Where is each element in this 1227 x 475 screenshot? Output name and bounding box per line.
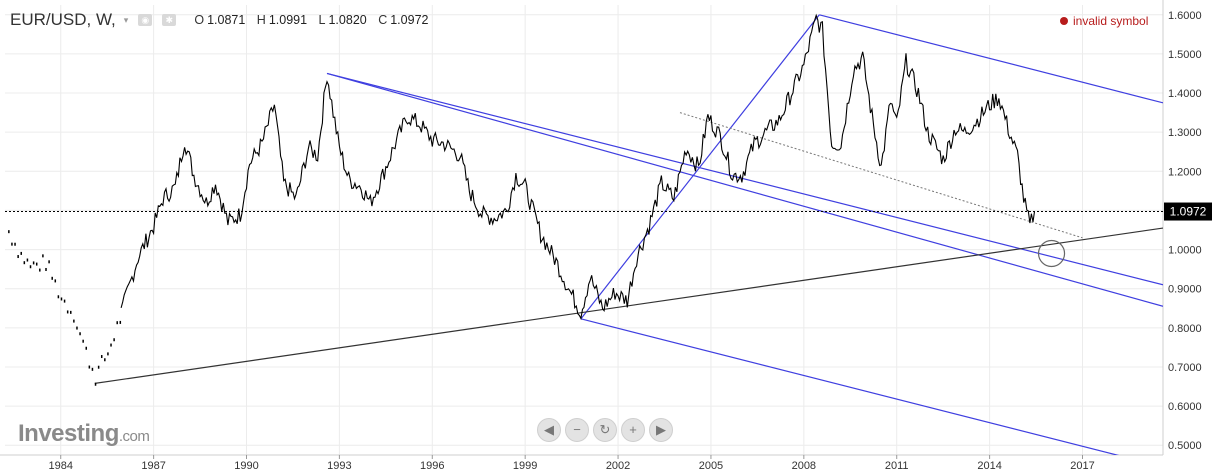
x-tick-label: 1984 xyxy=(48,460,72,472)
price-bar xyxy=(14,242,16,246)
price-series-line xyxy=(120,13,1036,321)
price-bar xyxy=(29,265,32,269)
zoom-out-icon[interactable]: − xyxy=(565,418,589,442)
price-bar xyxy=(54,279,57,283)
trendline-channel xyxy=(326,72,1163,286)
y-tick-label: 1.6000 xyxy=(1168,10,1202,22)
scroll-left-icon[interactable]: ◀ xyxy=(537,418,561,442)
x-tick-label: 1999 xyxy=(513,460,537,472)
price-bar xyxy=(20,251,22,255)
x-tick-label: 2002 xyxy=(606,460,630,472)
y-tick-label: 1.5000 xyxy=(1168,49,1202,61)
price-bar xyxy=(76,326,78,330)
ohlc-readout: O 1.0871 H 1.0991 L 1.0820 C 1.0972 xyxy=(194,13,436,27)
price-bar xyxy=(100,355,103,359)
price-bar xyxy=(60,297,63,301)
price-bar xyxy=(23,261,26,265)
y-tick-label: 1.4000 xyxy=(1168,88,1202,100)
x-tick-label: 2011 xyxy=(885,460,909,472)
price-bar xyxy=(104,358,106,362)
investing-logo: Investing.com xyxy=(18,420,150,448)
price-bar xyxy=(91,367,94,371)
y-tick-label: 0.6000 xyxy=(1168,401,1202,413)
price-bar xyxy=(26,258,29,262)
x-tick-label: 2014 xyxy=(977,460,1001,472)
price-bar xyxy=(66,310,69,314)
price-bar xyxy=(73,319,75,323)
x-tick-label: 1990 xyxy=(234,460,258,472)
x-tick-label: 2017 xyxy=(1070,460,1094,472)
price-bar xyxy=(57,295,60,299)
y-tick-label: 0.8000 xyxy=(1168,323,1202,335)
price-bar xyxy=(85,346,88,350)
price-bar xyxy=(113,338,115,342)
scroll-right-icon[interactable]: ▶ xyxy=(649,418,673,442)
open-value: 1.0871 xyxy=(207,13,246,27)
logo-main: Investing xyxy=(18,420,119,447)
trendline-channel xyxy=(819,14,1163,104)
y-tick-label: 0.7000 xyxy=(1168,362,1202,374)
chart-header: EUR/USD, W, ▾ ◉ ✱ O 1.0871 H 1.0991 L 1.082… xyxy=(10,10,436,30)
low-value: 1.0820 xyxy=(328,13,367,27)
price-bar xyxy=(70,310,72,314)
x-tick-label: 2005 xyxy=(699,460,723,472)
plot-area xyxy=(5,13,1163,455)
x-tick-label: 1993 xyxy=(327,460,351,472)
y-tick-label: 1.2000 xyxy=(1168,166,1202,178)
trendline-channel xyxy=(326,72,1163,307)
status-dot-icon xyxy=(1060,17,1068,25)
trendline-channel xyxy=(580,14,820,320)
x-tick-label: 1996 xyxy=(420,460,444,472)
price-bar xyxy=(8,230,10,234)
zoom-in-icon[interactable]: + xyxy=(621,418,645,442)
y-tick-label: 0.5000 xyxy=(1168,440,1202,452)
price-bar xyxy=(17,255,19,259)
price-bar xyxy=(42,254,44,258)
price-bar xyxy=(32,261,35,265)
reset-icon[interactable]: ↻ xyxy=(593,418,617,442)
y-tick-label: 0.9000 xyxy=(1168,284,1202,296)
price-bar xyxy=(94,382,97,386)
y-tick-label: 1.0000 xyxy=(1168,245,1202,257)
price-bar xyxy=(82,339,84,343)
close-key: C xyxy=(378,13,388,27)
price-bar xyxy=(107,352,109,356)
price-bar xyxy=(51,276,53,280)
logo-suffix: .com xyxy=(118,428,150,445)
price-bar xyxy=(11,242,13,246)
price-bar xyxy=(35,262,38,266)
y-tick-label: 1.3000 xyxy=(1168,127,1202,139)
price-bar xyxy=(116,321,118,325)
price-bar xyxy=(45,267,47,271)
trendline-support xyxy=(94,227,1163,384)
high-value: 1.0991 xyxy=(268,13,308,27)
current-price-label: 1.0972 xyxy=(1170,205,1207,219)
chevron-down-icon[interactable]: ▾ xyxy=(123,14,129,25)
gear-icon[interactable]: ✱ xyxy=(162,14,177,26)
symbol-label[interactable]: EUR/USD, W, xyxy=(10,10,116,29)
price-bar xyxy=(97,365,100,369)
low-key: L xyxy=(318,13,326,27)
current-price-tag xyxy=(1164,202,1212,221)
price-bar xyxy=(63,299,66,303)
x-tick-label: 1987 xyxy=(141,460,165,472)
price-bar xyxy=(119,320,122,324)
price-bar xyxy=(39,268,41,272)
trendline-channel xyxy=(580,318,1120,455)
open-key: O xyxy=(194,13,205,27)
price-bar xyxy=(110,343,112,347)
price-bar xyxy=(48,260,50,264)
highlight-circle xyxy=(1037,239,1066,268)
invalid-symbol-label: invalid symbol xyxy=(1073,14,1149,28)
close-value: 1.0972 xyxy=(390,13,429,27)
eye-icon[interactable]: ◉ xyxy=(138,14,153,26)
price-bar xyxy=(79,332,81,336)
chart-navigation: ◀ − ↻ + ▶ xyxy=(537,418,673,442)
x-tick-label: 2008 xyxy=(792,460,816,472)
price-bar xyxy=(88,365,91,369)
invalid-symbol-status: invalid symbol xyxy=(1060,14,1148,28)
high-key: H xyxy=(256,13,266,27)
